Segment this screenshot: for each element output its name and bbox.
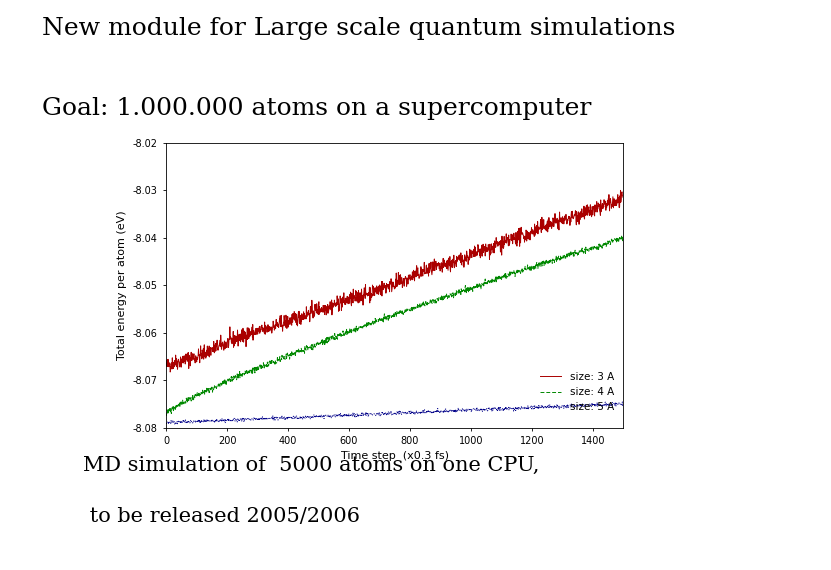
size: 4 A: (116, -8.07): 4 A: (116, -8.07) (197, 390, 207, 397)
size: 4 A: (636, -8.06): 4 A: (636, -8.06) (355, 324, 365, 331)
size: 5 A: (117, -8.08): 5 A: (117, -8.08) (197, 418, 207, 425)
size: 3 A: (13, -8.07): 3 A: (13, -8.07) (165, 369, 175, 376)
Line: size: 5 A: size: 5 A (166, 402, 623, 424)
size: 5 A: (28, -8.08): 5 A: (28, -8.08) (170, 421, 179, 428)
size: 5 A: (695, -8.08): 5 A: (695, -8.08) (373, 412, 383, 418)
size: 3 A: (1.49e+03, -8.03): 3 A: (1.49e+03, -8.03) (616, 187, 626, 194)
size: 4 A: (853, -8.05): 4 A: (853, -8.05) (421, 302, 431, 308)
size: 5 A: (668, -8.08): 5 A: (668, -8.08) (365, 410, 375, 417)
size: 3 A: (668, -8.05): 3 A: (668, -8.05) (365, 299, 375, 306)
Text: New module for Large scale quantum simulations: New module for Large scale quantum simul… (42, 17, 675, 40)
size: 5 A: (854, -8.08): 5 A: (854, -8.08) (421, 409, 431, 416)
size: 5 A: (178, -8.08): 5 A: (178, -8.08) (215, 416, 225, 422)
size: 4 A: (667, -8.06): 4 A: (667, -8.06) (365, 320, 375, 327)
size: 4 A: (1.5e+03, -8.04): 4 A: (1.5e+03, -8.04) (617, 232, 627, 239)
size: 5 A: (1.5e+03, -8.07): 5 A: (1.5e+03, -8.07) (617, 398, 627, 405)
size: 3 A: (854, -8.05): 3 A: (854, -8.05) (421, 262, 431, 268)
Y-axis label: Total energy per atom (eV): Total energy per atom (eV) (117, 210, 127, 360)
size: 4 A: (1.5e+03, -8.04): 4 A: (1.5e+03, -8.04) (618, 236, 628, 243)
size: 3 A: (1.5e+03, -8.03): 3 A: (1.5e+03, -8.03) (618, 194, 628, 201)
size: 5 A: (0, -8.08): 5 A: (0, -8.08) (161, 420, 171, 427)
size: 3 A: (178, -8.06): 3 A: (178, -8.06) (215, 343, 225, 350)
Text: to be released 2005/2006: to be released 2005/2006 (83, 507, 360, 526)
size: 4 A: (177, -8.07): 4 A: (177, -8.07) (215, 382, 225, 389)
size: 4 A: (694, -8.06): 4 A: (694, -8.06) (372, 316, 382, 323)
Line: size: 4 A: size: 4 A (166, 235, 623, 416)
Text: MD simulation of  5000 atoms on one CPU,: MD simulation of 5000 atoms on one CPU, (83, 456, 539, 475)
size: 3 A: (637, -8.05): 3 A: (637, -8.05) (356, 292, 366, 299)
size: 4 A: (0, -8.08): 4 A: (0, -8.08) (161, 413, 171, 420)
size: 5 A: (637, -8.08): 5 A: (637, -8.08) (356, 412, 366, 419)
X-axis label: Time step  (x0.3 fs): Time step (x0.3 fs) (341, 451, 449, 461)
size: 3 A: (0, -8.07): 3 A: (0, -8.07) (161, 360, 171, 367)
size: 5 A: (1.5e+03, -8.08): 5 A: (1.5e+03, -8.08) (618, 401, 628, 408)
Text: Goal: 1.000.000 atoms on a supercomputer: Goal: 1.000.000 atoms on a supercomputer (42, 97, 591, 120)
size: 3 A: (695, -8.05): 3 A: (695, -8.05) (373, 288, 383, 295)
Line: size: 3 A: size: 3 A (166, 190, 623, 372)
Legend: size: 3 A, size: 4 A, size: 5 A: size: 3 A, size: 4 A, size: 5 A (536, 368, 618, 417)
size: 3 A: (117, -8.07): 3 A: (117, -8.07) (197, 356, 207, 363)
